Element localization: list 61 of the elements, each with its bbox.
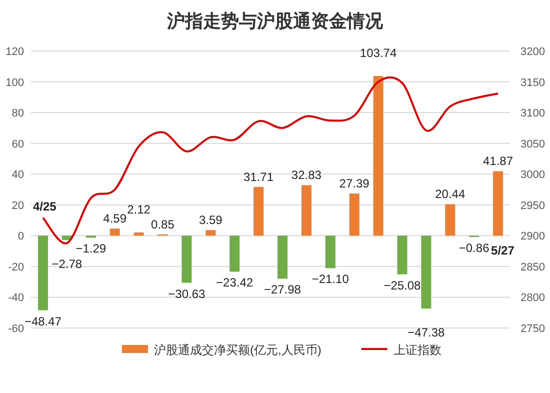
y-tick-label: 20 — [12, 200, 24, 212]
bar — [349, 194, 360, 236]
bar — [230, 236, 240, 272]
y2-tick-label: 3050 — [520, 138, 545, 150]
bar — [301, 185, 312, 236]
legend-label: 沪股通成交净买额(亿元,人民币) — [154, 343, 322, 357]
bar — [325, 236, 336, 268]
data-label: 103.74 — [360, 46, 397, 60]
data-label: 3.59 — [198, 213, 223, 228]
data-label: 31.71 — [244, 170, 274, 184]
data-label: −23.42 — [216, 276, 254, 290]
y-tick-label: -60 — [8, 323, 24, 335]
data-label: −30.63 — [168, 286, 206, 301]
data-label: 2.12 — [127, 202, 151, 216]
bar — [38, 236, 48, 310]
y-tick-label: -40 — [8, 292, 24, 304]
y-tick-label: 120 — [6, 46, 24, 58]
bar — [493, 171, 504, 236]
bar — [134, 232, 144, 236]
data-label: −1.29 — [76, 242, 106, 256]
y2-tick-label: 2900 — [520, 230, 545, 243]
legend-label: 上证指数 — [393, 343, 442, 357]
data-label: 0.85 — [151, 217, 175, 232]
y2-tick-label: 2750 — [520, 323, 545, 335]
data-label: 41.87 — [483, 154, 514, 168]
bar — [182, 236, 192, 283]
data-label: 20.44 — [435, 187, 466, 202]
data-label: 27.39 — [339, 176, 370, 191]
data-label: 4.59 — [103, 212, 127, 226]
bar — [277, 236, 288, 279]
y2-tick-label: 3150 — [520, 76, 545, 89]
data-label: −2.78 — [52, 256, 82, 271]
y-tick-label: 40 — [12, 169, 24, 182]
data-label: −21.10 — [312, 272, 350, 286]
data-label: −48.47 — [24, 314, 62, 328]
bar — [206, 230, 216, 236]
annotation: 4/25 — [32, 200, 57, 214]
data-label: −47.38 — [408, 326, 446, 340]
y2-tick-label: 3000 — [520, 169, 545, 182]
y-tick-label: 60 — [12, 138, 24, 150]
bar — [254, 186, 264, 236]
data-label: −27.98 — [264, 282, 302, 297]
y-tick-label: 80 — [12, 108, 24, 120]
data-label: −0.86 — [458, 240, 490, 255]
y-tick-label: -20 — [8, 261, 24, 274]
data-label: −25.08 — [384, 278, 422, 292]
y-tick-label: 100 — [6, 76, 24, 89]
annotation: 5/27 — [491, 244, 515, 258]
y2-tick-label: 2850 — [520, 261, 545, 274]
y2-tick-label: 2800 — [520, 292, 545, 304]
bar — [373, 76, 384, 236]
y-tick-label: 0 — [18, 230, 24, 243]
bar — [397, 236, 408, 274]
y2-tick-label: 2950 — [520, 200, 545, 212]
chart-title: 沪指走势与沪股通资金情况 — [166, 11, 384, 31]
bar — [445, 204, 456, 236]
bar — [421, 236, 432, 309]
data-label: 32.83 — [291, 168, 322, 182]
y2-tick-label: 3100 — [520, 108, 545, 120]
y2-tick-label: 3200 — [520, 46, 545, 58]
bar — [110, 228, 120, 236]
